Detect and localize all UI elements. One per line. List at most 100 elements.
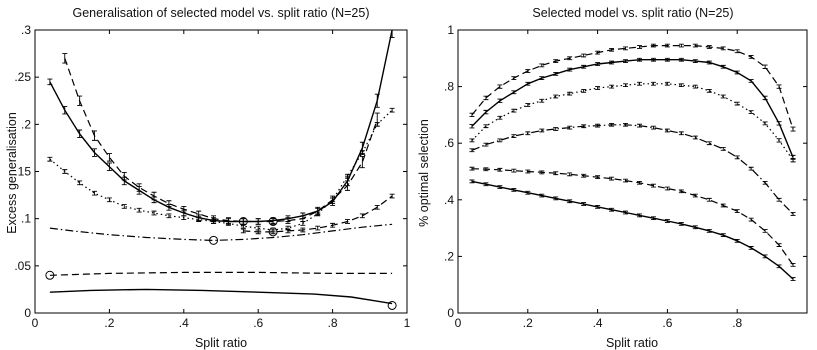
error-bar [151, 191, 157, 201]
x-tick-label: .6 [253, 316, 263, 330]
y-tick-label: .15 [14, 165, 31, 179]
y-tick-label: .6 [444, 136, 454, 150]
error-bar [678, 83, 684, 88]
error-bar [776, 138, 782, 143]
error-bar [678, 43, 684, 48]
error-bar [748, 246, 754, 250]
error-bar [483, 109, 489, 115]
error-bar [285, 217, 291, 224]
error-bar [748, 55, 754, 59]
error-bar [469, 124, 475, 129]
x-tick-label: 0 [455, 316, 462, 330]
series-line-4 [243, 195, 393, 233]
error-bar [553, 94, 559, 99]
error-bar [62, 169, 68, 174]
error-bar [469, 138, 475, 143]
error-bar [497, 138, 503, 143]
error-bar [181, 215, 187, 221]
error-bar [553, 59, 559, 63]
error-bar [374, 205, 380, 210]
error-bar [790, 158, 796, 163]
error-bar [106, 197, 112, 203]
error-bar [623, 122, 629, 127]
x-tick-label: 0 [32, 316, 39, 330]
error-bar [525, 169, 531, 174]
error-bar [720, 233, 726, 238]
error-bar [692, 84, 698, 89]
error-bar [497, 115, 503, 120]
error-bar [240, 228, 246, 234]
error-bar [136, 207, 142, 213]
error-bar [790, 212, 796, 216]
y-tick-label: .25 [14, 70, 31, 84]
x-tick-label: .2 [104, 316, 114, 330]
chart-selection: Selected model vs. split ratio (N=25) Sp… [417, 6, 808, 350]
plot-area: 0 .2 .4 .6 .8 1 0 .05 .1 .15 .2 .25 .3 [14, 23, 411, 330]
series-line-2 [64, 58, 378, 223]
optimum-marker [387, 300, 397, 310]
error-bar [762, 95, 768, 101]
error-bar [567, 67, 573, 72]
error-bar [270, 229, 276, 235]
optimum-marker [209, 235, 219, 245]
error-bar [678, 57, 684, 62]
error-bar [762, 64, 768, 69]
error-bar [748, 110, 754, 114]
error-bar [525, 81, 531, 86]
error-bar [166, 200, 172, 207]
series-line-1 [471, 44, 794, 130]
error-bar [636, 81, 642, 86]
error-bar [469, 148, 475, 153]
error-bar [664, 186, 670, 191]
error-bar [748, 166, 754, 171]
error-bar [344, 173, 350, 179]
error-bar [595, 50, 601, 55]
error-bar [734, 209, 740, 213]
error-bar [776, 243, 782, 247]
error-bar [539, 98, 545, 103]
error-bar [609, 60, 615, 65]
error-bar [553, 72, 559, 76]
error-bar [748, 217, 754, 222]
plot-frame [457, 29, 808, 314]
error-bar [581, 202, 587, 206]
error-bar [609, 122, 615, 127]
error-bar [650, 43, 656, 48]
error-bar [483, 142, 489, 147]
x-tick-label: 1 [404, 316, 411, 330]
error-bar [706, 60, 712, 65]
error-bar [497, 98, 503, 103]
error-bar [692, 225, 698, 230]
x-tick-label: .8 [732, 316, 742, 330]
error-bar [77, 129, 83, 138]
error-bar [255, 218, 261, 225]
error-bar [762, 229, 768, 233]
error-bar [581, 88, 587, 93]
y-tick-label: .1 [21, 212, 31, 226]
series-group [469, 43, 796, 281]
error-bar [581, 64, 587, 69]
error-bar [776, 264, 782, 269]
error-bar [595, 175, 601, 180]
error-bar [525, 69, 531, 73]
error-bar [567, 125, 573, 130]
error-bar [609, 207, 615, 212]
error-bar [636, 57, 642, 62]
error-bar [553, 196, 559, 201]
error-bar [734, 101, 740, 106]
error-bar [678, 131, 684, 136]
error-bar [539, 193, 545, 198]
error-bar [136, 183, 142, 192]
y-tick-label: .4 [444, 193, 454, 207]
error-bar [539, 76, 545, 80]
y-tick-label: .2 [444, 249, 454, 263]
series-line-5 [471, 168, 794, 266]
chart-generalisation: Generalisation of selected model vs. spl… [5, 6, 411, 350]
error-bar [664, 128, 670, 133]
error-bar [636, 180, 642, 185]
error-bar [636, 45, 642, 49]
error-bar [497, 167, 503, 172]
error-bar [692, 59, 698, 63]
error-bar [567, 172, 573, 177]
